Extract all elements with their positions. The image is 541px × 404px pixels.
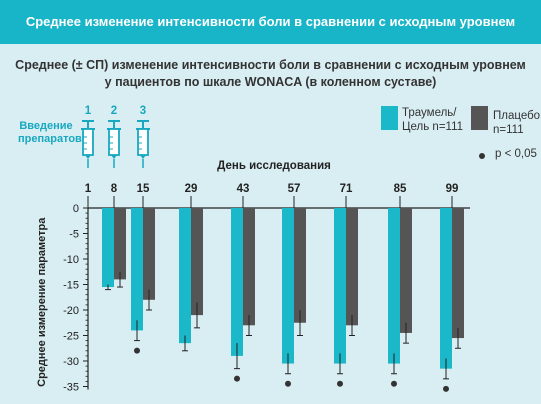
x-tick-label: 99 bbox=[446, 183, 459, 195]
bar-placebo bbox=[114, 208, 126, 280]
y-tick-label: 0 bbox=[73, 203, 79, 215]
x-tick-label: 1 bbox=[85, 183, 92, 195]
bar-traumeel bbox=[440, 208, 452, 369]
legend-label-traumeel: Траумель/ Цель n=111 bbox=[402, 107, 464, 133]
injection-number: 1 bbox=[85, 105, 92, 117]
significance-dot-legend bbox=[479, 153, 485, 159]
bar-placebo bbox=[191, 208, 203, 316]
x-tick-label: 8 bbox=[111, 183, 118, 195]
x-tick-label: 57 bbox=[288, 183, 301, 195]
bar-placebo bbox=[243, 208, 255, 326]
significance-label: p < 0,05 bbox=[495, 148, 537, 160]
y-tick-label: -35 bbox=[63, 382, 79, 394]
bar-placebo bbox=[346, 208, 358, 326]
x-tick-label: 71 bbox=[340, 183, 353, 195]
y-tick-label: -5 bbox=[69, 229, 79, 241]
subtitle-line-2: у пациентов по шкале WONACA (в коленном … bbox=[104, 75, 437, 89]
bar-traumeel bbox=[388, 208, 400, 364]
legend-label-placebo: Плацебо n=111 bbox=[493, 110, 541, 136]
legend-swatch-placebo bbox=[471, 106, 488, 130]
significance-dot bbox=[391, 380, 397, 387]
bar-placebo bbox=[143, 208, 155, 300]
bar-placebo bbox=[452, 208, 464, 339]
x-tick-label: 43 bbox=[237, 183, 250, 195]
y-tick-label: -10 bbox=[63, 254, 79, 266]
x-tick-label: 85 bbox=[394, 183, 407, 195]
syringe-icon bbox=[136, 120, 150, 168]
bar-traumeel bbox=[102, 208, 114, 288]
y-axis-label: Среднее измерение параметра bbox=[36, 217, 48, 387]
x-tick-label: 15 bbox=[137, 183, 150, 195]
injection-number: 3 bbox=[140, 105, 146, 117]
bar-placebo bbox=[400, 208, 412, 333]
x-tick-label: 29 bbox=[185, 183, 198, 195]
injection-label: Введение препаратов bbox=[18, 120, 82, 145]
significance-dot bbox=[234, 375, 240, 382]
bar-traumeel bbox=[131, 208, 143, 331]
y-tick-label: -25 bbox=[63, 331, 79, 343]
injection-number: 2 bbox=[111, 105, 117, 117]
bar-traumeel bbox=[282, 208, 294, 364]
legend-swatch-traumeel bbox=[381, 106, 398, 130]
significance-dot bbox=[285, 380, 291, 387]
y-tick-label: -30 bbox=[63, 356, 79, 368]
x-axis-label: День исследования bbox=[217, 160, 331, 172]
significance-dot bbox=[443, 385, 449, 392]
chart-subtitle: Среднее (± СП) изменение интенсивности б… bbox=[10, 57, 531, 91]
syringe-icon bbox=[81, 120, 95, 168]
syringe-icon bbox=[107, 120, 121, 168]
subtitle-line-1: Среднее (± СП) изменение интенсивности б… bbox=[15, 58, 526, 72]
banner-title: Среднее изменение интенсивности боли в с… bbox=[0, 0, 541, 44]
significance-dot bbox=[337, 380, 343, 387]
y-tick-label: -15 bbox=[63, 280, 79, 292]
y-tick-label: -20 bbox=[63, 305, 79, 317]
bar-traumeel bbox=[334, 208, 346, 364]
bar-placebo bbox=[294, 208, 306, 323]
bar-traumeel bbox=[231, 208, 243, 356]
bar-traumeel bbox=[179, 208, 191, 344]
significance-dot bbox=[134, 347, 140, 354]
